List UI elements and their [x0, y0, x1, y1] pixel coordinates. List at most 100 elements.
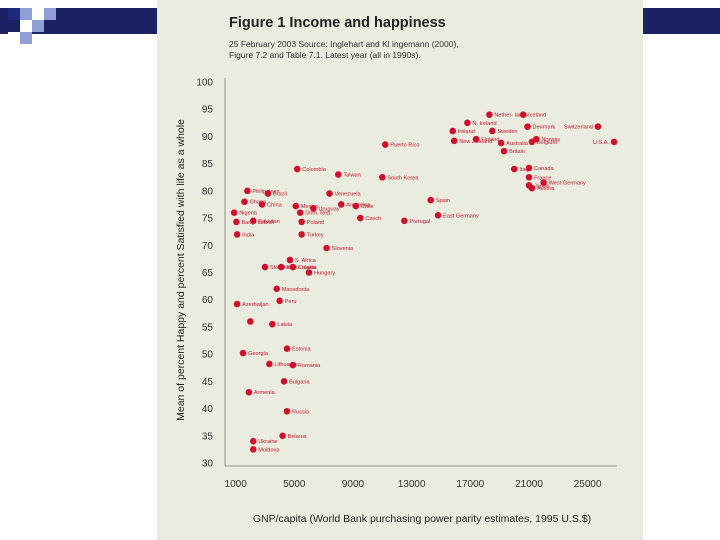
point-label: Pakistan [258, 219, 279, 225]
deco-square [32, 20, 44, 32]
point-label: Hungary [314, 271, 335, 277]
point-label: Estonia [292, 347, 312, 353]
y-tick-label: 30 [202, 459, 214, 470]
point-label: India [242, 232, 255, 238]
deco-square [32, 8, 44, 20]
point-label: U.S.A. [593, 140, 610, 146]
data-point [326, 190, 333, 197]
data-point [283, 345, 291, 353]
data-point [381, 141, 389, 148]
figure-title: Figure 1 Income and happiness [229, 15, 446, 31]
point-label: Sweden [497, 129, 517, 135]
scatter-chart: Figure 1 Income and happiness 25 Februar… [175, 15, 618, 525]
point-label: Taiwan [343, 173, 360, 179]
deco-square [8, 32, 20, 44]
point-label: New Zealand [459, 139, 492, 145]
point-label: Brazil [273, 192, 287, 198]
data-point [258, 201, 266, 208]
data-point [379, 173, 386, 181]
data-point [230, 209, 238, 216]
y-tick-label: 90 [202, 132, 214, 143]
data-point [352, 202, 360, 210]
deco-square [20, 20, 32, 32]
data-point [239, 349, 247, 357]
data-point [472, 135, 480, 143]
data-point [323, 244, 330, 252]
data-point [427, 196, 435, 204]
data-point [233, 300, 241, 308]
y-tick-label: 85 [202, 159, 214, 170]
point-label: Switzerland [564, 125, 593, 131]
point-label: Czech [365, 216, 381, 222]
data-point [524, 123, 531, 130]
data-point [489, 127, 496, 135]
y-tick-label: 70 [202, 241, 214, 252]
y-tick-label: 55 [202, 322, 214, 333]
point-label: Ghana [249, 200, 267, 206]
point-label: Mexico [301, 204, 319, 210]
data-point [449, 127, 457, 135]
data-point [401, 217, 408, 225]
data-point [497, 139, 505, 147]
x-tick-label: 17000 [456, 479, 484, 490]
point-label: Puerto Rico [390, 143, 419, 149]
x-axis-label: GNP/capita (World Bank purchasing power … [253, 513, 591, 525]
data-point [249, 437, 257, 445]
data-point [594, 123, 602, 130]
data-point [305, 269, 313, 276]
point-label: Turkey [307, 232, 324, 238]
data-point [249, 446, 257, 453]
y-tick-labels: 30 35 40 45 50 55 60 65 70 75 80 85 90 95 100 [196, 78, 213, 470]
data-point [279, 432, 286, 440]
data-point [525, 173, 533, 181]
point-label: Uruguay [318, 206, 339, 212]
point-label: France [534, 175, 551, 181]
data-point [292, 202, 300, 210]
data-point [298, 218, 305, 226]
point-label: Lithuania [274, 362, 298, 368]
data-point [293, 165, 301, 173]
data-point [241, 198, 248, 206]
y-tick-label: 100 [196, 78, 213, 89]
point-label: Romania [298, 363, 321, 369]
x-tick-label: 21000 [515, 479, 543, 490]
data-point [249, 217, 257, 225]
point-label: N. Ireland [472, 121, 496, 127]
point-label: Belarus [288, 434, 307, 440]
data-point [610, 138, 618, 146]
data-point [280, 378, 288, 385]
deco-square [44, 8, 56, 20]
point-label: Azerbaijan [242, 302, 268, 308]
data-point [289, 361, 297, 369]
point-label: Armenia [254, 390, 276, 396]
data-point [289, 263, 297, 271]
point-label: Nigeria [239, 211, 258, 217]
point-label: Moldova [258, 447, 280, 453]
y-tick-label: 80 [202, 186, 214, 197]
x-tick-labels: 1000 5000 9000 13000 17000 21000 25000 [225, 479, 602, 490]
point-label: S. Africa [295, 258, 317, 264]
data-point [486, 111, 493, 118]
y-tick-label: 35 [202, 431, 214, 442]
point-label: South Korea [387, 175, 419, 181]
point-label: Chile [361, 204, 374, 210]
deco-square [8, 8, 20, 20]
data-point [283, 407, 291, 415]
data-point [233, 218, 240, 226]
data-point [296, 209, 304, 216]
y-tick-label: 75 [202, 214, 214, 225]
data-point [269, 320, 276, 328]
point-label: Belgium [537, 140, 558, 146]
point-label: Ukraine [258, 439, 277, 445]
data-point [337, 201, 345, 208]
point-label: West Germany [549, 181, 586, 187]
figure-panel [157, 0, 643, 540]
data-point [519, 111, 527, 118]
point-label: Portugal [409, 219, 430, 225]
data-point [286, 256, 294, 264]
point-label: Britain [509, 149, 525, 155]
deco-square [20, 8, 32, 20]
data-point [540, 179, 547, 186]
point-label: Finland [481, 137, 499, 143]
